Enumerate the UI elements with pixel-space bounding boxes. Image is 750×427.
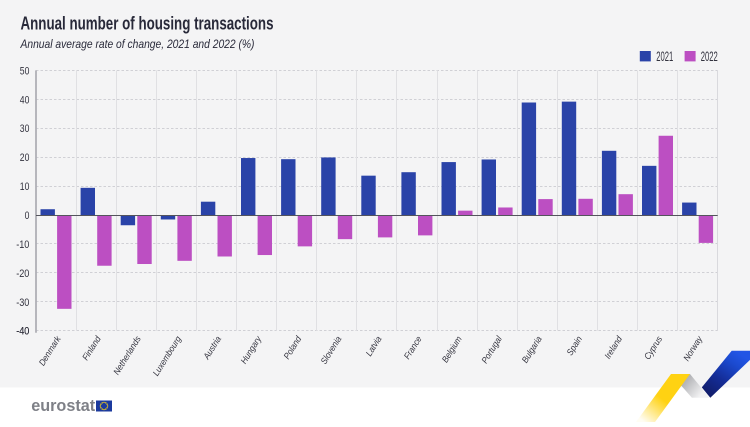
svg-text:Annual number of housing trans: Annual number of housing transactions [21, 12, 274, 33]
svg-text:50: 50 [20, 65, 30, 77]
svg-text:20: 20 [20, 152, 30, 164]
svg-text:-40: -40 [16, 326, 29, 338]
svg-text:10: 10 [20, 181, 30, 193]
svg-text:-40: -40 [16, 326, 29, 338]
svg-text:2022: 2022 [701, 48, 718, 64]
svg-text:30: 30 [20, 123, 30, 135]
svg-text:eurostat: eurostat [31, 396, 95, 415]
svg-text:-30: -30 [16, 297, 29, 309]
svg-text:-10: -10 [16, 239, 29, 251]
svg-text:Annual average rate of change,: Annual average rate of change, 2021 and … [20, 38, 255, 51]
svg-text:0: 0 [25, 210, 30, 222]
svg-text:2021: 2021 [656, 48, 673, 64]
svg-text:40: 40 [20, 94, 30, 106]
svg-text:-20: -20 [16, 268, 29, 280]
